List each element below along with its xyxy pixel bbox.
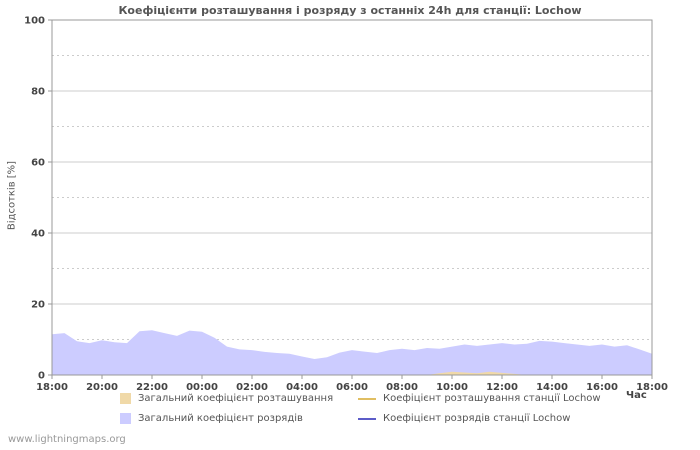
chart-title: Коефіцієнти розташування і розряду з ост… xyxy=(118,4,582,17)
x-tick-label: 10:00 xyxy=(436,382,468,393)
watermark-link[interactable]: www.lightningmaps.org xyxy=(8,434,126,445)
y-tick-label: 80 xyxy=(31,87,45,98)
y-tick-label: 60 xyxy=(31,158,45,169)
legend-swatch-total-strokes xyxy=(120,413,131,424)
x-tick-label: 12:00 xyxy=(486,382,518,393)
y-tick-label: 100 xyxy=(24,16,45,27)
legend-swatch-station-strokes xyxy=(358,417,376,420)
y-tick-label: 40 xyxy=(31,229,45,240)
legend-swatch-total-placement xyxy=(120,393,131,404)
x-tick-label: 04:00 xyxy=(286,382,318,393)
x-tick-label: 06:00 xyxy=(336,382,368,393)
legend-label-total-strokes: Загальний коефіцієнт розрядів xyxy=(138,413,303,424)
x-tick-label: 08:00 xyxy=(386,382,418,393)
x-tick-label: 18:00 xyxy=(636,382,668,393)
legend-item-station-placement: Коефіцієнт розташування станції Lochow xyxy=(358,393,601,404)
x-tick-label: 20:00 xyxy=(86,382,118,393)
x-tick-label: 14:00 xyxy=(536,382,568,393)
x-tick-label: 18:00 xyxy=(36,382,68,393)
y-tick-label: 0 xyxy=(38,371,45,382)
x-tick-label: 00:00 xyxy=(186,382,218,393)
legend-item-station-strokes: Коефіцієнт розрядів станції Lochow xyxy=(358,413,570,424)
x-tick-label: 22:00 xyxy=(136,382,168,393)
x-axis-label: Час xyxy=(626,390,647,401)
series-area-0 xyxy=(52,330,652,375)
legend-item-total-strokes: Загальний коефіцієнт розрядів xyxy=(120,413,303,424)
legend-label-station-strokes: Коефіцієнт розрядів станції Lochow xyxy=(383,413,571,424)
x-tick-label: 16:00 xyxy=(586,382,618,393)
legend-item-total-placement: Загальний коефіцієнт розташування xyxy=(120,393,333,404)
y-tick-label: 20 xyxy=(31,300,45,311)
legend-label-station-placement: Коефіцієнт розташування станції Lochow xyxy=(383,393,601,404)
legend-swatch-station-placement xyxy=(358,397,376,400)
legend-label-total-placement: Загальний коефіцієнт розташування xyxy=(138,393,334,404)
series-area-1 xyxy=(52,371,652,375)
x-tick-label: 02:00 xyxy=(236,382,268,393)
